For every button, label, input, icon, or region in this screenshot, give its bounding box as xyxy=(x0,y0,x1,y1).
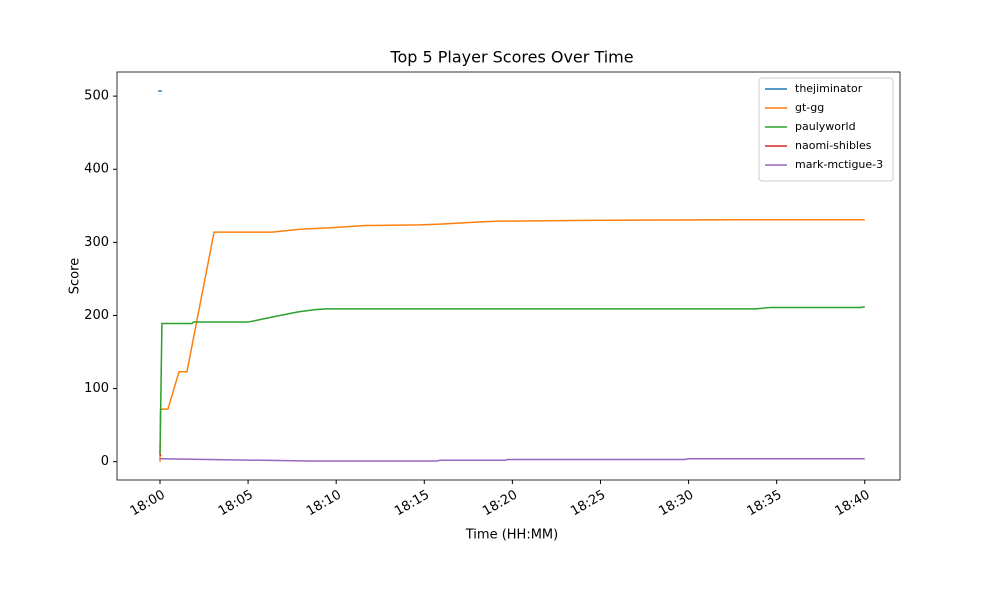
y-tick-label: 100 xyxy=(84,381,109,396)
chart-title: Top 5 Player Scores Over Time xyxy=(389,48,633,67)
legend-label: naomi-shibles xyxy=(795,139,872,152)
legend-label: paulyworld xyxy=(795,120,856,133)
y-axis-label: Score xyxy=(68,258,83,294)
legend-label: gt-gg xyxy=(795,101,824,114)
legend-label: mark-mctigue-3 xyxy=(795,158,883,171)
series-line xyxy=(159,458,865,462)
legend-box xyxy=(758,77,894,182)
y-tick-label: 400 xyxy=(84,162,109,177)
y-tick-label: 300 xyxy=(84,235,109,250)
y-tick-label: 200 xyxy=(84,308,109,323)
series-line xyxy=(159,218,865,462)
series-line xyxy=(159,454,162,457)
legend-label: thejiminator xyxy=(795,82,863,95)
series-line xyxy=(159,305,865,455)
y-tick-label: 0 xyxy=(101,454,109,469)
y-tick-label: 500 xyxy=(84,89,109,104)
plot-frame xyxy=(116,71,901,481)
x-axis-label: Time (HH:MM) xyxy=(465,528,558,543)
